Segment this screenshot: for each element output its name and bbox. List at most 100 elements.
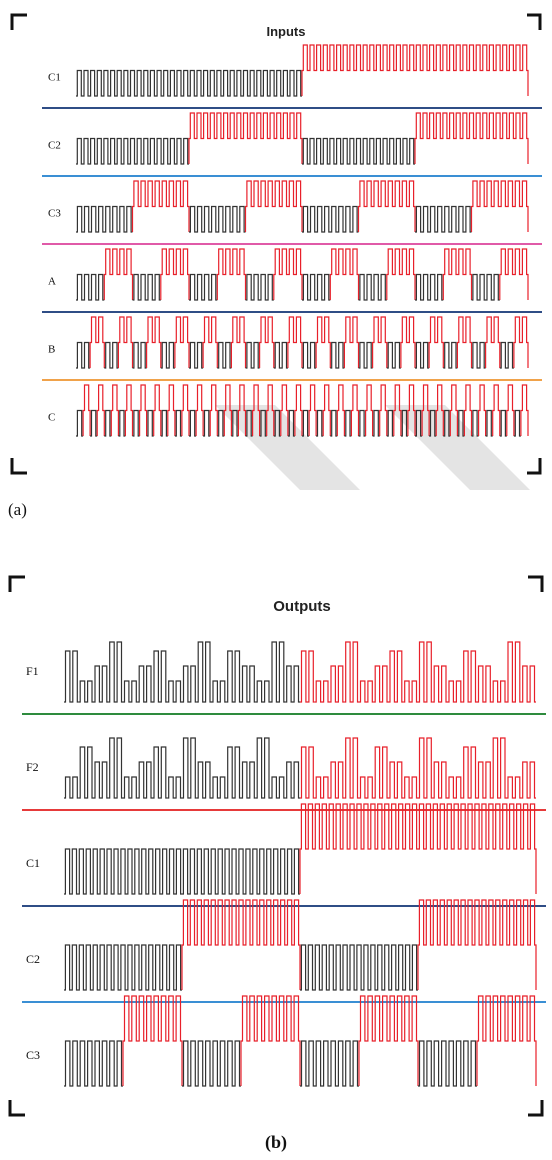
high-wave-segment	[209, 384, 218, 436]
high-wave-segment	[336, 384, 345, 436]
low-wave-segment	[471, 409, 479, 437]
low-wave-segment	[457, 409, 465, 437]
high-wave-segment	[358, 995, 419, 1086]
high-wave-segment	[521, 761, 536, 799]
low-wave-segment	[123, 776, 138, 799]
high-wave-segment	[520, 384, 529, 436]
high-wave-segment	[223, 384, 232, 436]
high-wave-segment	[244, 180, 303, 232]
low-wave-segment	[90, 409, 98, 437]
signal-row-a-4: B	[42, 316, 542, 381]
low-wave-segment	[386, 341, 401, 369]
signal-row-a-0: C1	[42, 44, 542, 109]
high-wave-segment	[463, 384, 473, 436]
low-wave-segment	[499, 341, 514, 369]
signal-label: C1	[48, 72, 61, 84]
high-wave-segment	[160, 248, 190, 300]
high-wave-segment	[174, 316, 190, 368]
low-wave-segment	[167, 776, 182, 799]
low-wave-segment	[330, 409, 338, 437]
low-wave-segment	[211, 680, 227, 703]
low-wave-segment	[137, 761, 153, 799]
high-wave-segment	[103, 248, 134, 300]
high-wave-segment	[344, 737, 359, 799]
low-wave-segment	[76, 137, 189, 165]
low-wave-segment	[118, 409, 126, 437]
high-wave-segment	[491, 737, 507, 799]
signal-label: F2	[26, 760, 39, 774]
high-wave-segment	[400, 316, 416, 368]
low-wave-segment	[182, 1040, 241, 1087]
low-wave-segment	[358, 409, 366, 437]
high-wave-segment	[153, 384, 162, 436]
low-wave-segment	[152, 650, 168, 703]
high-wave-segment	[230, 316, 247, 368]
high-wave-segment	[442, 248, 473, 300]
high-wave-segment	[388, 650, 404, 703]
high-wave-segment	[521, 665, 536, 703]
low-wave-segment	[273, 341, 288, 369]
high-wave-segment	[403, 776, 418, 799]
low-wave-segment	[64, 1040, 123, 1087]
low-wave-segment	[196, 761, 212, 799]
low-wave-segment	[471, 273, 500, 301]
low-wave-segment	[270, 641, 286, 703]
low-wave-segment	[182, 665, 197, 703]
high-wave-segment	[96, 384, 105, 436]
panel-a-corner-bl	[10, 458, 27, 475]
high-wave-segment	[110, 384, 119, 436]
high-wave-segment	[485, 316, 501, 368]
high-wave-segment	[414, 112, 529, 164]
high-wave-segment	[449, 384, 458, 436]
low-wave-segment	[196, 641, 212, 703]
signal-label: C3	[26, 1048, 40, 1062]
high-wave-segment	[167, 384, 176, 436]
high-wave-segment	[432, 665, 448, 703]
high-wave-segment	[373, 746, 389, 799]
low-wave-segment	[123, 680, 138, 703]
low-wave-segment	[182, 737, 197, 799]
high-wave-segment	[202, 316, 218, 368]
low-wave-segment	[78, 746, 94, 799]
high-wave-segment	[131, 180, 190, 232]
low-wave-segment	[167, 680, 182, 703]
signal-row-b-1: F2	[22, 737, 546, 811]
low-wave-segment	[513, 409, 521, 437]
low-wave-segment	[443, 341, 458, 369]
high-wave-segment	[393, 384, 402, 436]
low-wave-segment	[443, 409, 451, 437]
high-wave-segment	[181, 384, 190, 436]
high-wave-segment	[462, 650, 477, 703]
high-wave-segment	[343, 316, 360, 368]
high-wave-segment	[476, 995, 537, 1086]
low-wave-segment	[259, 409, 267, 437]
low-wave-segment	[302, 409, 310, 437]
low-wave-segment	[415, 273, 444, 301]
signal-label: B	[48, 344, 55, 356]
low-wave-segment	[330, 341, 345, 369]
high-wave-segment	[506, 641, 522, 703]
high-wave-segment	[124, 384, 134, 436]
high-wave-segment	[308, 384, 317, 436]
low-wave-segment	[160, 409, 168, 437]
low-wave-segment	[285, 665, 300, 703]
panel-a-frame	[10, 13, 542, 475]
high-wave-segment	[350, 384, 360, 436]
low-wave-segment	[76, 341, 91, 369]
high-wave-segment	[266, 384, 275, 436]
high-wave-segment	[237, 384, 247, 436]
high-wave-segment	[513, 316, 529, 368]
low-wave-segment	[76, 409, 84, 437]
low-wave-segment	[211, 776, 227, 799]
low-wave-segment	[64, 650, 79, 703]
low-wave-segment	[146, 409, 154, 437]
low-wave-segment	[415, 341, 430, 369]
low-wave-segment	[189, 409, 197, 437]
low-wave-segment	[372, 409, 380, 437]
signal-label: C2	[48, 140, 61, 152]
low-wave-segment	[285, 761, 300, 799]
high-wave-segment	[492, 384, 501, 436]
low-wave-segment	[316, 409, 324, 437]
high-wave-segment	[447, 776, 463, 799]
